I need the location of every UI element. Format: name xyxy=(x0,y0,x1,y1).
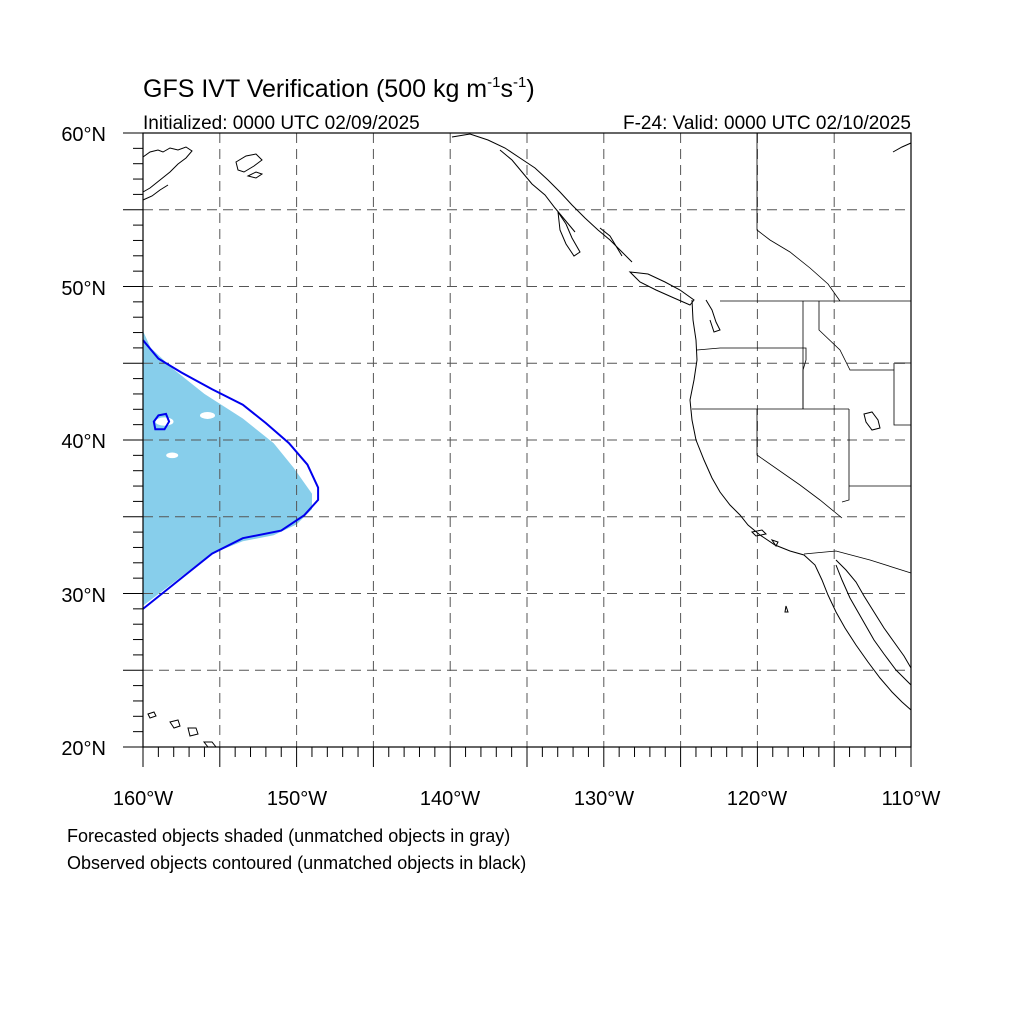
lat-label-20n: 20°N xyxy=(61,738,106,760)
montana-idaho-border xyxy=(818,301,894,371)
gulf-of-california-coast xyxy=(835,559,912,669)
lon-label-130w: 130°W xyxy=(574,788,634,810)
coastlines xyxy=(142,133,912,748)
vancouver-island xyxy=(628,271,695,306)
canada-alaska-border xyxy=(756,133,841,302)
figure-title: GFS IVT Verification (500 kg m-1s-1) xyxy=(143,74,535,103)
lat-label-30n: 30°N xyxy=(61,585,106,607)
channel-islands xyxy=(750,529,768,537)
latitude-labels: 60°N 50°N 40°N 30°N 20°N xyxy=(61,124,106,760)
alaska-peninsula-coast xyxy=(142,146,193,193)
top-right-coast xyxy=(892,142,912,153)
washington-oregon-border xyxy=(696,347,807,409)
mexico-mainland-coast xyxy=(835,564,912,686)
wyoming-border xyxy=(893,362,911,426)
hawaii-island-big xyxy=(202,741,218,748)
nevada-utah-border xyxy=(841,409,850,503)
us-mexico-border xyxy=(803,550,912,574)
map-panel xyxy=(123,132,912,767)
alaska-coast-segment xyxy=(142,184,169,201)
us-west-coast xyxy=(689,299,912,711)
forecast-object-gap xyxy=(200,411,216,419)
lat-label-50n: 50°N xyxy=(61,278,106,300)
axis-ticks xyxy=(123,132,912,767)
hawaii-island-oahu xyxy=(169,719,181,729)
lon-label-120w: 120°W xyxy=(727,788,787,810)
guadalupe-island xyxy=(784,605,789,613)
observed-legend-note: Observed objects contoured (unmatched ob… xyxy=(67,853,526,873)
observed-ivt-contour-small xyxy=(152,412,171,431)
political-borders xyxy=(692,133,912,574)
hawaii-island-maui xyxy=(187,727,199,737)
puget-sound xyxy=(705,299,721,333)
forecast-object-shading xyxy=(143,331,312,606)
observed-object-contours xyxy=(142,339,320,610)
lat-label-40n: 40°N xyxy=(61,431,106,453)
forecast-ivt-object xyxy=(143,331,312,606)
hawaii-island-kauai xyxy=(147,711,157,719)
observed-ivt-contour xyxy=(142,339,320,610)
graticule xyxy=(143,133,911,747)
valid-time-label: F-24: Valid: 0000 UTC 02/10/2025 xyxy=(623,113,911,134)
lon-label-160w: 160°W xyxy=(113,788,173,810)
lat-label-60n: 60°N xyxy=(61,124,106,146)
bc-inner-coast xyxy=(599,227,623,257)
forecast-legend-note: Forecasted objects shaded (unmatched obj… xyxy=(67,826,510,846)
southeast-alaska-coast xyxy=(451,133,633,263)
lon-label-110w: 110°W xyxy=(882,788,941,810)
southeast-alaska-islands xyxy=(499,149,576,233)
forecast-object-gap xyxy=(166,452,179,459)
haida-gwaii xyxy=(557,211,581,257)
island-fragment xyxy=(246,171,264,179)
longitude-labels: 160°W 150°W 140°W 130°W 120°W 110°W xyxy=(113,788,941,810)
island-fragment xyxy=(770,539,779,547)
lon-label-140w: 140°W xyxy=(420,788,480,810)
lon-label-150w: 150°W xyxy=(267,788,327,810)
forecast-object-gap xyxy=(235,407,251,415)
kodiak-island xyxy=(235,153,263,173)
forecast-object-gap xyxy=(155,417,174,426)
init-time-label: Initialized: 0000 UTC 02/09/2025 xyxy=(143,113,420,134)
california-nevada-border xyxy=(756,409,843,519)
great-salt-lake xyxy=(863,411,881,431)
